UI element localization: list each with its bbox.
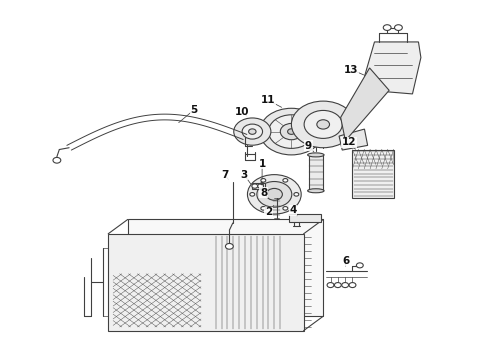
- Circle shape: [283, 179, 288, 182]
- Circle shape: [356, 263, 363, 268]
- Circle shape: [242, 124, 263, 139]
- Text: 13: 13: [344, 64, 359, 75]
- Circle shape: [53, 157, 61, 163]
- Text: 12: 12: [342, 138, 356, 147]
- Bar: [309, 155, 323, 191]
- Circle shape: [266, 188, 282, 200]
- Text: 9: 9: [305, 141, 312, 151]
- Circle shape: [383, 25, 391, 31]
- Text: 8: 8: [260, 188, 267, 198]
- Circle shape: [283, 207, 288, 210]
- Text: 2: 2: [265, 207, 272, 217]
- Bar: [352, 149, 394, 198]
- Text: 10: 10: [235, 107, 250, 117]
- Circle shape: [257, 181, 292, 207]
- Text: 6: 6: [342, 256, 349, 266]
- Circle shape: [280, 123, 302, 140]
- Circle shape: [294, 193, 299, 196]
- Bar: [252, 183, 265, 189]
- Circle shape: [261, 183, 264, 185]
- Circle shape: [327, 283, 334, 288]
- Circle shape: [317, 120, 330, 129]
- Text: 4: 4: [289, 206, 296, 216]
- Circle shape: [288, 129, 295, 134]
- Bar: [128, 220, 323, 316]
- Text: 3: 3: [241, 170, 247, 180]
- Circle shape: [260, 108, 323, 155]
- Circle shape: [261, 207, 266, 210]
- Text: 11: 11: [261, 95, 276, 105]
- Circle shape: [248, 129, 256, 134]
- Circle shape: [269, 115, 314, 148]
- Circle shape: [304, 111, 342, 138]
- Circle shape: [250, 193, 255, 196]
- Ellipse shape: [308, 153, 324, 157]
- Polygon shape: [339, 129, 368, 150]
- Circle shape: [258, 184, 264, 188]
- Circle shape: [342, 283, 348, 288]
- Circle shape: [252, 184, 258, 188]
- Circle shape: [349, 283, 356, 288]
- Polygon shape: [365, 42, 421, 94]
- Circle shape: [394, 25, 402, 31]
- Circle shape: [261, 179, 266, 182]
- Text: 1: 1: [259, 159, 266, 169]
- Circle shape: [225, 243, 233, 249]
- Bar: [289, 214, 321, 222]
- Text: 7: 7: [221, 170, 228, 180]
- Circle shape: [292, 101, 355, 148]
- Text: 5: 5: [190, 105, 197, 115]
- Circle shape: [334, 283, 341, 288]
- Bar: [108, 234, 304, 330]
- Ellipse shape: [308, 189, 324, 193]
- Circle shape: [247, 175, 301, 214]
- Polygon shape: [341, 68, 389, 141]
- Circle shape: [234, 118, 271, 145]
